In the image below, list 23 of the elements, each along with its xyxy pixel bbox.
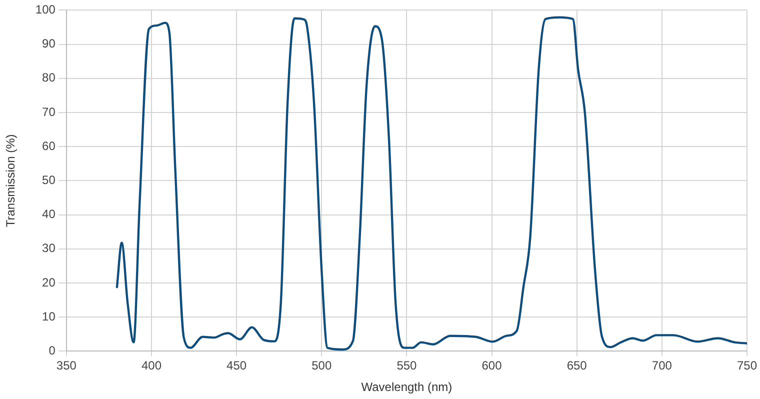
y-tick-label: 90 [42,36,56,51]
y-tick-label: 50 [42,173,56,188]
x-tick-label: 700 [652,358,672,373]
y-tick-label: 100 [35,2,56,17]
x-tick-label: 750 [736,358,758,373]
y-tick-label: 0 [48,344,56,358]
y-tick-label: 60 [42,138,56,153]
x-tick-label: 600 [482,358,502,373]
x-tick-label: 350 [56,358,77,373]
y-tick-label: 80 [42,70,56,85]
x-tick-label: 650 [566,358,588,373]
x-tick-label: 400 [141,358,162,373]
y-tick-label: 20 [42,275,56,290]
x-tick-label: 500 [312,358,332,373]
y-tick-label: 10 [42,309,56,324]
y-tick-label: 30 [42,241,56,256]
y-tick-label: 40 [42,207,56,222]
x-tick-label: 550 [396,358,418,373]
x-tick-label: 450 [226,358,247,373]
x-axis-title: Wavelength (nm) [361,380,452,394]
y-axis-title: Transmission (%) [4,134,18,228]
y-tick-label: 70 [42,104,56,119]
line-series [116,16,747,351]
